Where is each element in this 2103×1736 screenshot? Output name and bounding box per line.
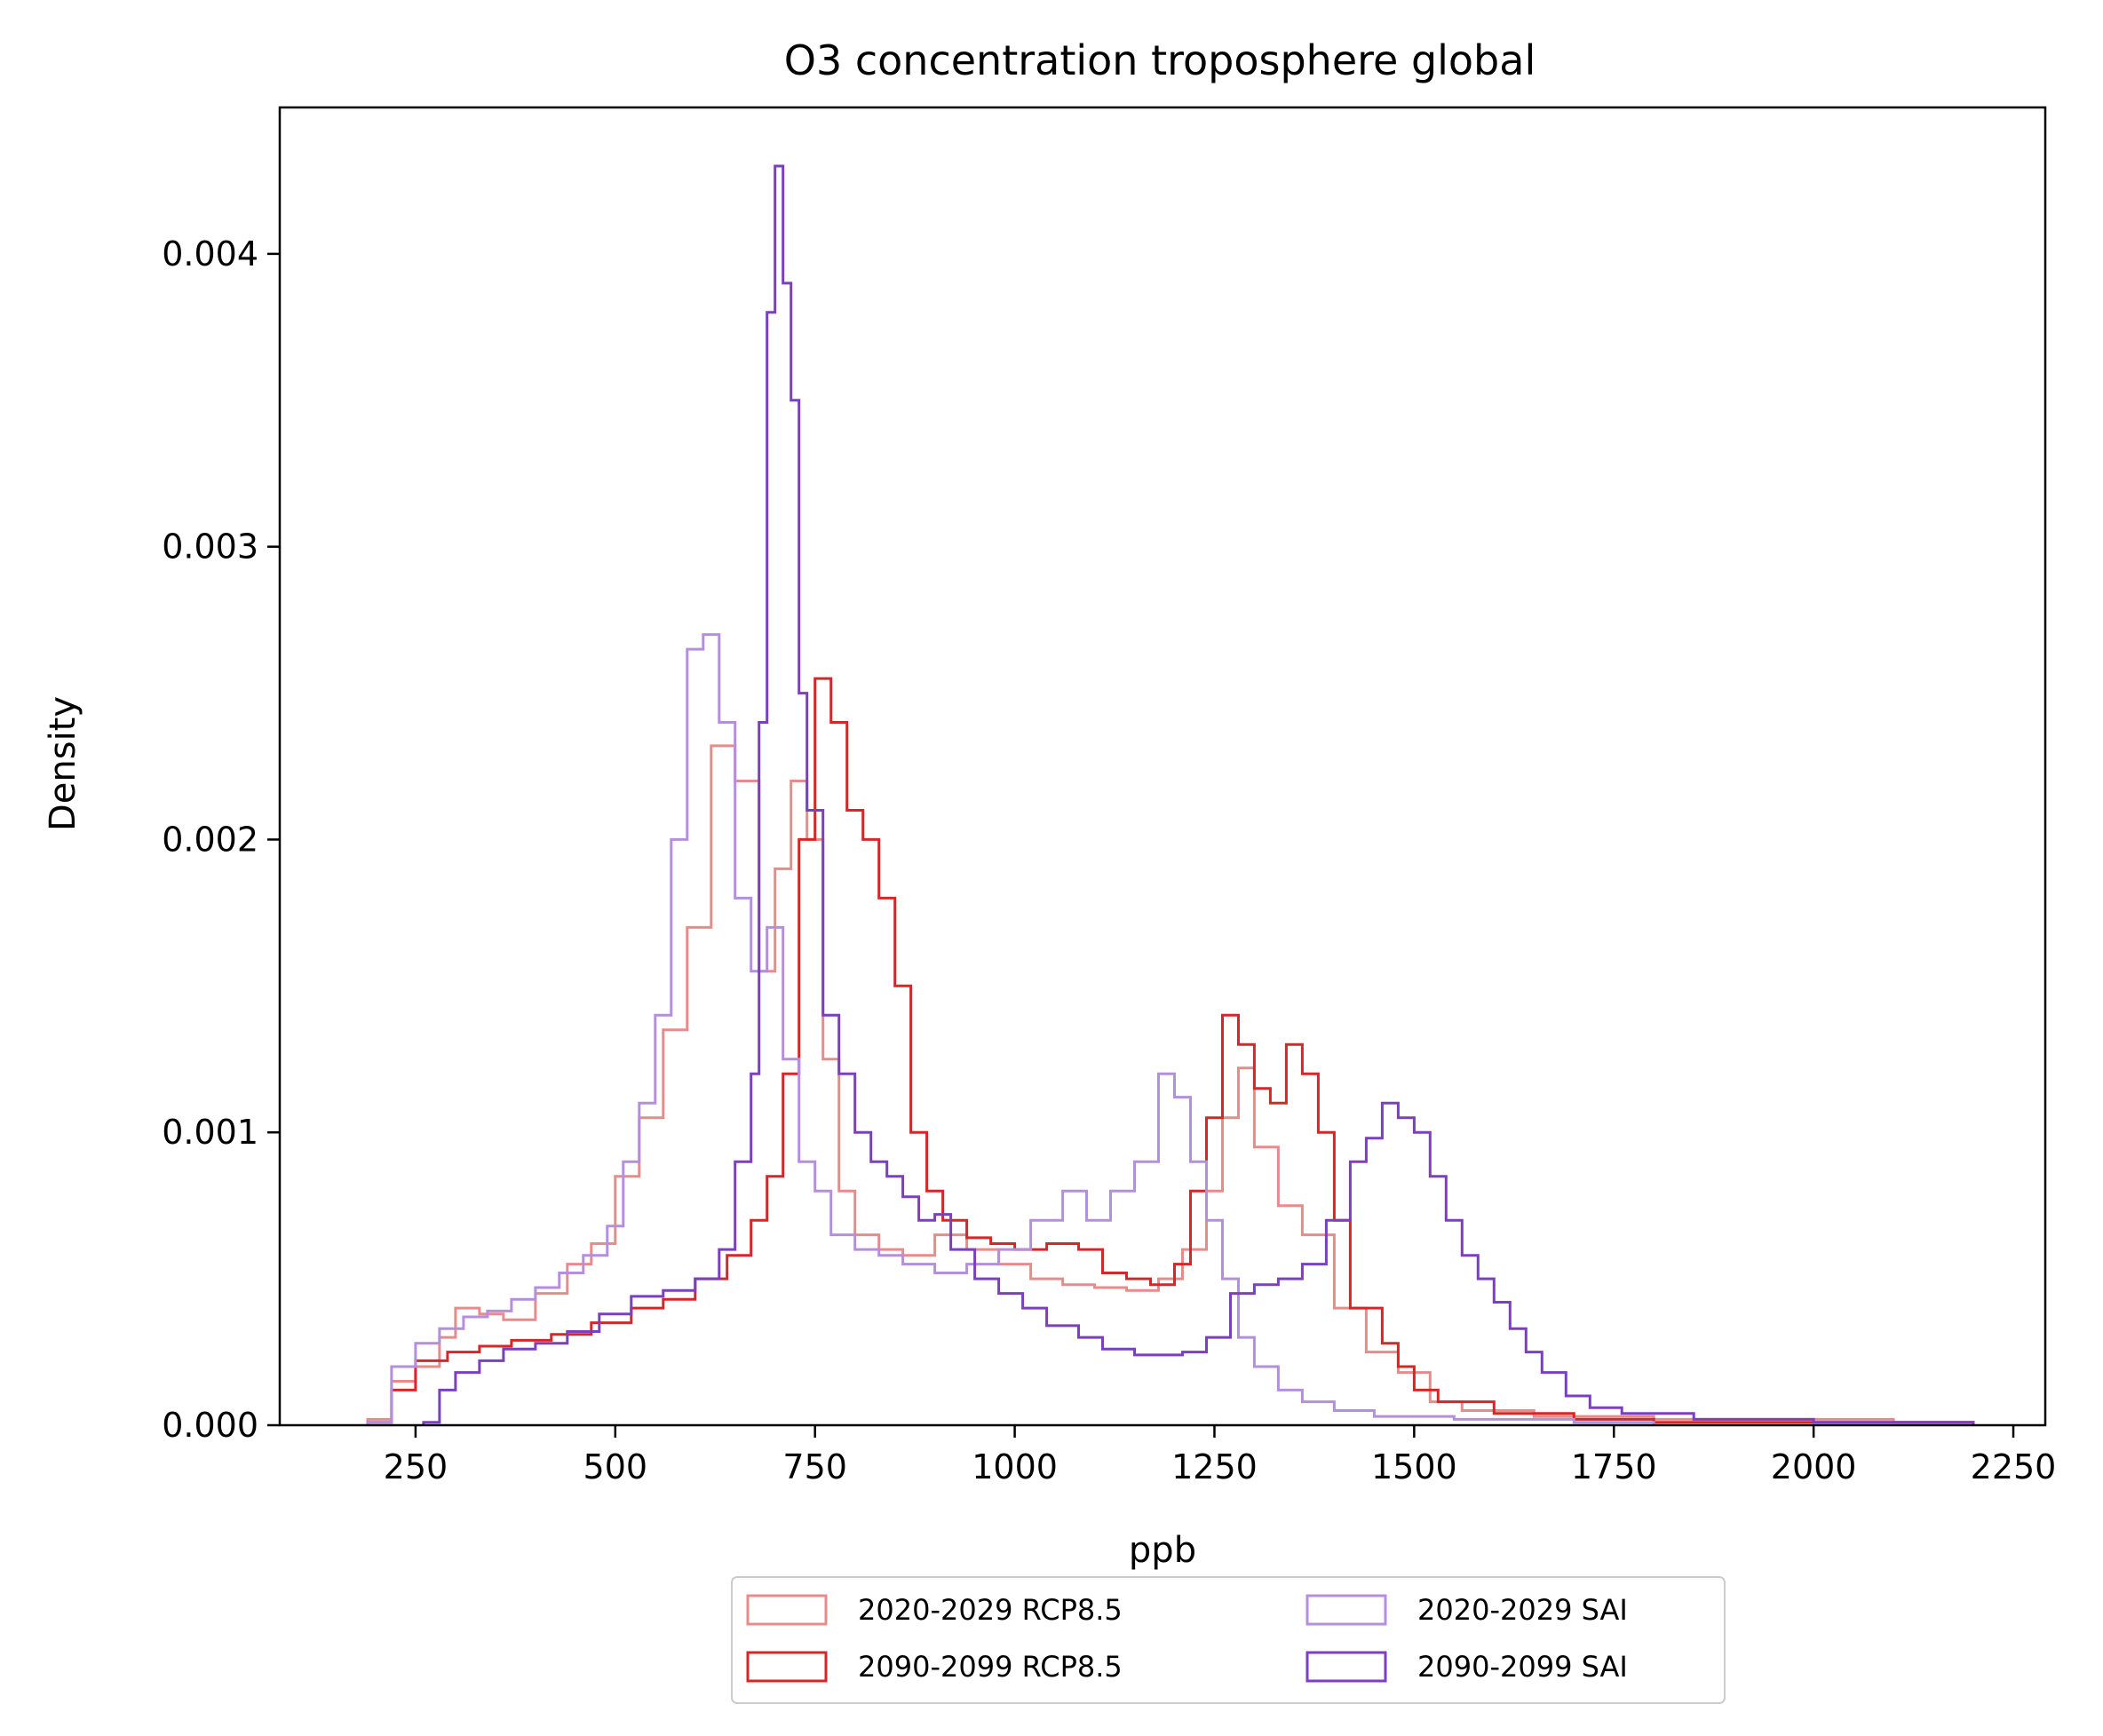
series-2020-2029-sai-line	[366, 633, 1655, 1425]
x-axis-label: ppb	[1129, 1530, 1196, 1571]
series-2090-2099-sai-line	[422, 164, 1975, 1425]
y-tick-label: 0.002	[162, 820, 258, 859]
series-2090-2099-rcp8-5-line	[366, 677, 1975, 1425]
plot-frame	[278, 106, 2047, 1427]
x-tick-label: 1750	[1571, 1447, 1657, 1486]
series-2090-2099-sai-legend-label: 2090-2099 SAI	[1417, 1650, 1628, 1684]
x-tick-label: 1000	[972, 1447, 1058, 1486]
x-tick-label: 2250	[1971, 1447, 2057, 1486]
legend: 2020-2029 RCP8.5 2090-2099 RCP8.5 2020-202…	[731, 1576, 1726, 1704]
x-tick-label: 2000	[1771, 1447, 1857, 1486]
x-tick-label: 1500	[1371, 1447, 1457, 1486]
series-2020-2029-rcp8-5-legend-swatch	[746, 1594, 828, 1626]
y-axis-label: Density	[43, 696, 83, 831]
x-tick-label: 250	[384, 1447, 448, 1486]
y-tick-label: 0.000	[162, 1406, 258, 1445]
x-tick-label: 750	[782, 1447, 847, 1486]
series-2090-2099-sai-legend-swatch	[1305, 1651, 1387, 1683]
y-axis-ticks: 0.000 0.001 0.002 0.003 0.004	[162, 234, 280, 1445]
plot-area	[278, 106, 2047, 1427]
series-2020-2029-sai-legend-swatch	[1305, 1594, 1387, 1626]
series-group	[366, 164, 1975, 1425]
x-tick-label: 1250	[1171, 1447, 1258, 1486]
series-2020-2029-sai-legend-label: 2020-2029 SAI	[1417, 1593, 1628, 1627]
x-tick-label: 500	[583, 1447, 648, 1486]
y-tick-label: 0.001	[162, 1113, 258, 1152]
chart-title: O3 concentration troposphere global	[784, 36, 1536, 84]
legend-frame	[731, 1576, 1726, 1704]
series-2020-2029-rcp8-5-line	[366, 744, 1975, 1425]
series-2090-2099-rcp8-5-legend-label: 2090-2099 RCP8.5	[858, 1650, 1123, 1684]
x-axis-ticks: 250 500 750 1000 1250 1500 1750 2000 2250	[384, 1425, 2057, 1486]
series-2020-2029-rcp8-5-legend-label: 2020-2029 RCP8.5	[858, 1593, 1123, 1627]
series-2090-2099-rcp8-5-legend-swatch	[746, 1651, 828, 1683]
y-tick-label: 0.004	[162, 234, 258, 273]
y-tick-label: 0.003	[162, 527, 258, 567]
